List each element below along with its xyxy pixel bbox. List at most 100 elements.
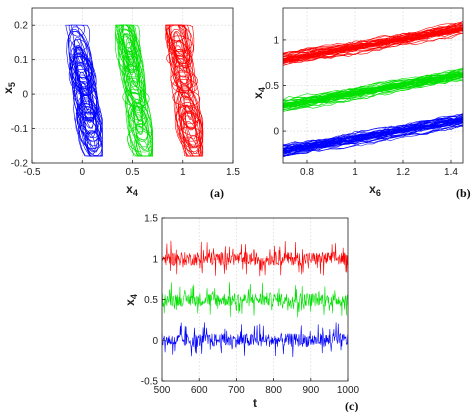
y-tick-label: 0: [152, 336, 158, 347]
series-blue: [161, 322, 348, 358]
orbit-loop: [75, 106, 103, 150]
trajectory-line: [282, 21, 464, 55]
orbit-loop: [66, 31, 94, 96]
trajectory-line: [282, 74, 464, 107]
trajectory-line: [282, 29, 464, 62]
orbit-loop: [166, 35, 194, 57]
panel-b-y-ticks: 00.51: [265, 35, 286, 138]
x-tick-label: 1.5: [226, 167, 240, 178]
orbit-loop: [127, 101, 153, 157]
orbit-loop: [73, 46, 89, 89]
series-blue: [282, 113, 464, 158]
orbit-loop: [118, 24, 136, 53]
orbit-loop: [74, 62, 93, 99]
panel-c: 500 600 700 800 900 1000 -0.5 0 0.5 1 1.5 t x4 (c…: [123, 214, 360, 414]
x-tick-label: 900: [302, 385, 319, 396]
trajectory-line: [282, 26, 464, 60]
trajectory-line: [283, 120, 464, 151]
panel-a-tag: (a): [210, 186, 224, 200]
panel-b-data: [282, 21, 464, 158]
trajectory-line: [282, 29, 464, 64]
trajectory-line: [282, 76, 464, 108]
y-tick-label: 0.2: [14, 21, 28, 32]
x-tick-label: 1: [352, 167, 358, 178]
orbit-loop: [179, 92, 197, 131]
panel-b: 0.8 1 1.2 1.4 00.51 x6 x4 (b): [251, 7, 471, 200]
panel-b-x-label: x6: [369, 182, 381, 198]
x-tick-label: 1.4: [444, 167, 458, 178]
orbit-loop: [127, 55, 139, 87]
panel-a: -0.5 0 0.5 1 1.5 -0.2 -0.1 0 0.1 0.2 x4 x5 (a): [1, 7, 240, 200]
orbit-loop: [119, 28, 138, 73]
trajectory-line: [282, 29, 464, 62]
panel-c-x-ticks: 500 600 700 800 900 1000: [154, 378, 360, 396]
trajectory-line: [282, 76, 463, 109]
orbit-loop: [68, 62, 97, 96]
series-green: [161, 282, 348, 318]
panel-a-y-label: x5: [1, 82, 17, 94]
x-tick-label: -0.5: [23, 167, 41, 178]
x-tick-label: 800: [265, 385, 282, 396]
panel-c-tag: (c): [345, 399, 358, 412]
orbit-loop: [73, 77, 98, 114]
trajectory-line: [282, 124, 464, 156]
panel-a-y-ticks: -0.2 -0.1 0 0.1 0.2: [11, 21, 35, 170]
panel-b-y-label: x4: [251, 87, 267, 99]
y-tick-label: -0.2: [11, 159, 29, 170]
series-red: [161, 240, 348, 277]
trajectory-line: [282, 121, 464, 153]
panel-c-y-label: x4: [123, 294, 139, 306]
x-tick-label: 1000: [337, 385, 360, 396]
x-tick-label: 0.8: [300, 167, 314, 178]
orbit-loop: [170, 53, 201, 129]
orbit-loop: [68, 26, 93, 85]
orbit-loop: [124, 78, 144, 95]
panel-c-y-ticks: -0.5 0 0.5 1 1.5: [141, 214, 165, 388]
y-tick-label: 0: [273, 127, 279, 138]
x-tick-label: 500: [154, 385, 171, 396]
trajectory-line: [282, 69, 464, 101]
orbit-loop: [125, 37, 136, 64]
orbit-loop: [115, 24, 142, 73]
orbit-loop: [133, 113, 150, 157]
orbit-loop: [120, 24, 141, 91]
y-tick-label: 0: [22, 90, 28, 101]
trajectory-line: [282, 118, 464, 149]
series-red: [282, 21, 464, 66]
trajectory-line: [282, 75, 464, 108]
orbit-loop: [84, 132, 96, 155]
x-tick-label: 700: [228, 385, 245, 396]
orbit-loop: [68, 24, 85, 37]
time-series-line: [161, 282, 348, 318]
y-tick-label: 0.1: [14, 55, 28, 66]
panel-b-tag: (b): [456, 186, 471, 200]
y-tick-label: 0.5: [144, 295, 158, 306]
orbit-loop: [125, 71, 145, 114]
orbit-loop: [174, 105, 204, 152]
orbit-loop: [76, 95, 101, 142]
orbit-loop: [173, 32, 190, 99]
orbit-loop: [165, 24, 192, 65]
x-tick-label: 0: [79, 167, 85, 178]
orbit-loop: [173, 54, 192, 94]
y-tick-label: -0.1: [11, 124, 29, 135]
orbit-loop: [69, 56, 97, 96]
time-series-line: [161, 322, 348, 358]
orbit-loop: [131, 106, 147, 127]
orbit-loop: [73, 87, 103, 151]
x-tick-label: 1.2: [396, 167, 410, 178]
x-tick-label: 0.5: [126, 167, 140, 178]
panel-a-data: [65, 24, 204, 157]
orbit-loop: [174, 49, 189, 78]
orbit-loop: [182, 121, 202, 157]
trajectory-line: [282, 76, 463, 108]
panel-a-x-ticks: -0.5 0 0.5 1 1.5: [23, 160, 240, 178]
orbit-loop: [178, 95, 201, 146]
y-tick-label: 1: [273, 35, 279, 46]
orbit-loop: [179, 110, 204, 157]
series-red: [165, 24, 204, 157]
orbit-loop: [73, 37, 91, 94]
y-tick-label: 1: [152, 254, 158, 265]
x-tick-label: 1: [180, 167, 186, 178]
